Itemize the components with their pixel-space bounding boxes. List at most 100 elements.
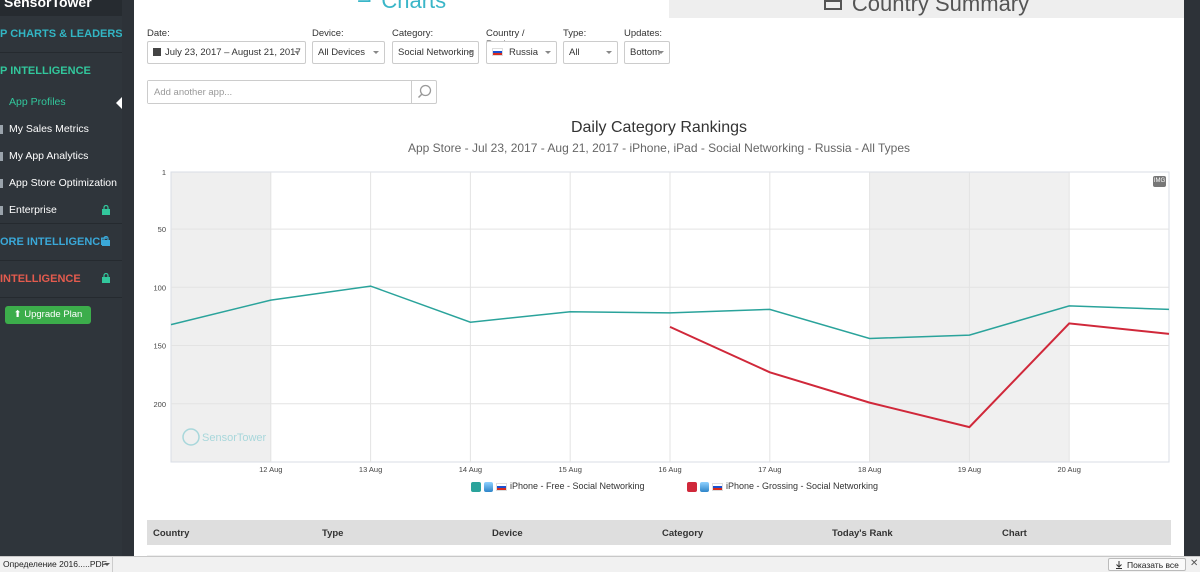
chart-icon: ⬏ (356, 0, 382, 13)
russia-flag-icon (496, 482, 507, 491)
sidebar-item-app-store-optimization[interactable]: App Store Optimization (0, 170, 122, 197)
tab-country-summary[interactable]: Country Summary (669, 0, 1184, 18)
sidebar-item-my-app-analytics[interactable]: My App Analytics (0, 143, 122, 170)
legend-label: iPhone - Grossing - Social Networking (726, 481, 879, 491)
col-category[interactable]: Category (662, 528, 704, 539)
sidebar-section-store-intelligence[interactable]: ORE INTELLIGENCE (0, 224, 122, 261)
export-image-button[interactable]: IMG (1153, 176, 1166, 187)
sidebar-item-label: Enterprise (9, 204, 57, 216)
x-tick-label: 15 Aug (559, 465, 582, 474)
table-row[interactable] (147, 545, 1171, 556)
page-edge (1184, 0, 1200, 556)
y-tick-label: 50 (158, 225, 166, 234)
date-label: Date: (147, 28, 170, 39)
close-icon[interactable]: ✕ (1190, 558, 1199, 569)
category-value: Social Networking (398, 47, 475, 58)
x-tick-label: 12 Aug (259, 465, 282, 474)
category-select[interactable]: Social Networking (392, 41, 479, 64)
series-line-free (170, 285, 1170, 340)
type-label: Type: (563, 28, 587, 39)
keyboard-icon (823, 0, 842, 10)
download-item[interactable]: Определение 2016.....PDF (0, 557, 113, 572)
sidebar-section-ad-text: INTELLIGENCE (0, 273, 81, 285)
sidebar-item-label: App Profiles (9, 96, 66, 108)
sidebar-item-app-profiles[interactable]: App Profiles (0, 89, 122, 116)
date-value: July 23, 2017 – August 21, 2017 (165, 47, 301, 58)
col-todays-rank[interactable]: Today's Rank (832, 528, 893, 539)
col-device[interactable]: Device (492, 528, 523, 539)
series-line-grossing (669, 322, 1170, 429)
sidebar-section-intelligence: P INTELLIGENCE App Profiles My Sales Met… (0, 53, 122, 224)
sensortower-watermark-icon (182, 428, 200, 446)
updates-label: Updates: (624, 28, 663, 39)
legend-item-free[interactable]: iPhone - Free - Social Networking (471, 481, 645, 492)
tab-charts-label: Charts (381, 0, 447, 13)
sidebar-section-store-intelligence-label[interactable]: ORE INTELLIGENCE (0, 224, 122, 260)
x-tick-label: 13 Aug (359, 465, 382, 474)
updates-filter: Updates: Bottom (624, 28, 670, 64)
caret-down-icon (467, 51, 473, 54)
country-select[interactable]: Russia (486, 41, 557, 64)
sidebar-item-my-sales-metrics[interactable]: My Sales Metrics (0, 116, 122, 143)
caret-down-icon (658, 51, 664, 54)
col-type[interactable]: Type (322, 528, 344, 539)
date-range-select[interactable]: July 23, 2017 – August 21, 2017 (147, 41, 306, 64)
x-tick-label: 16 Aug (658, 465, 681, 474)
bullet-icon (0, 179, 3, 188)
chevron-down-icon[interactable] (104, 563, 110, 566)
tab-bar: ⬏ Charts Country Summary (134, 0, 1184, 18)
sidebar-section-charts[interactable]: P CHARTS & LEADERS (0, 16, 122, 53)
download-arrow-icon (1116, 561, 1122, 569)
upgrade-plan-button[interactable]: ⬆ Upgrade Plan (5, 306, 91, 324)
device-select[interactable]: All Devices (312, 41, 385, 64)
legend-swatch (687, 481, 697, 492)
bullet-icon (0, 152, 3, 161)
country-value: Russia (509, 47, 539, 58)
x-tick-label: 18 Aug (858, 465, 881, 474)
y-tick-label: 100 (153, 283, 166, 292)
date-filter: Date: July 23, 2017 – August 21, 2017 (147, 28, 306, 64)
sidebar-item-label: App Store Optimization (9, 177, 117, 189)
bullet-icon (0, 125, 3, 134)
chart-subtitle: App Store - Jul 23, 2017 - Aug 21, 2017 … (407, 141, 911, 155)
sidebar-item-label: My App Analytics (9, 150, 89, 162)
type-select[interactable]: All (563, 41, 618, 64)
updates-select[interactable]: Bottom (624, 41, 670, 64)
search-button[interactable] (411, 81, 436, 103)
country-filter: Country / Region: Russia (486, 28, 557, 64)
arrow-up-icon: ⬆ (13, 309, 25, 320)
category-filter: Category: Social Networking (392, 28, 479, 64)
device-label: Device: (312, 28, 344, 39)
show-all-downloads-button[interactable]: Показать все (1108, 558, 1186, 571)
sidebar-section-intelligence-label[interactable]: P INTELLIGENCE (0, 65, 91, 77)
chart-band (869, 172, 970, 462)
sidebar-item-enterprise[interactable]: Enterprise (0, 197, 122, 224)
x-tick-label: 19 Aug (958, 465, 981, 474)
russia-flag-icon (712, 482, 723, 491)
rankings-table-header: Country Type Device Category Today's Ran… (147, 520, 1171, 545)
y-tick-label: 1 (162, 168, 166, 177)
legend-item-grossing[interactable]: iPhone - Grossing - Social Networking (687, 481, 878, 492)
x-tick-label: 14 Aug (459, 465, 482, 474)
main-content: ⬏ Charts Country Summary Date: July 23, … (134, 0, 1184, 556)
x-tick-label: 20 Aug (1058, 465, 1081, 474)
add-app-search (147, 80, 437, 104)
russia-flag-icon (492, 48, 503, 57)
sensortower-logo[interactable]: SensorTower (0, 0, 122, 16)
lock-icon (102, 236, 110, 246)
add-app-input[interactable] (148, 81, 410, 103)
y-tick-label: 150 (153, 342, 166, 351)
chart-band (171, 172, 271, 462)
tab-charts[interactable]: ⬏ Charts (134, 0, 669, 18)
sidebar-section-charts-label[interactable]: P CHARTS & LEADERS (0, 28, 122, 40)
app-icon (484, 481, 493, 492)
caret-down-icon (294, 51, 300, 54)
upgrade-plan-label: Upgrade Plan (24, 309, 83, 320)
sidebar-section-ad-intelligence[interactable]: INTELLIGENCE (0, 261, 122, 298)
sidebar-section-ad-intelligence-label[interactable]: INTELLIGENCE (0, 261, 122, 297)
chart-title: Daily Category Rankings (570, 119, 748, 136)
col-chart[interactable]: Chart (1002, 528, 1027, 539)
app-icon (700, 481, 709, 492)
col-country[interactable]: Country (153, 528, 190, 539)
calendar-icon (153, 48, 161, 57)
